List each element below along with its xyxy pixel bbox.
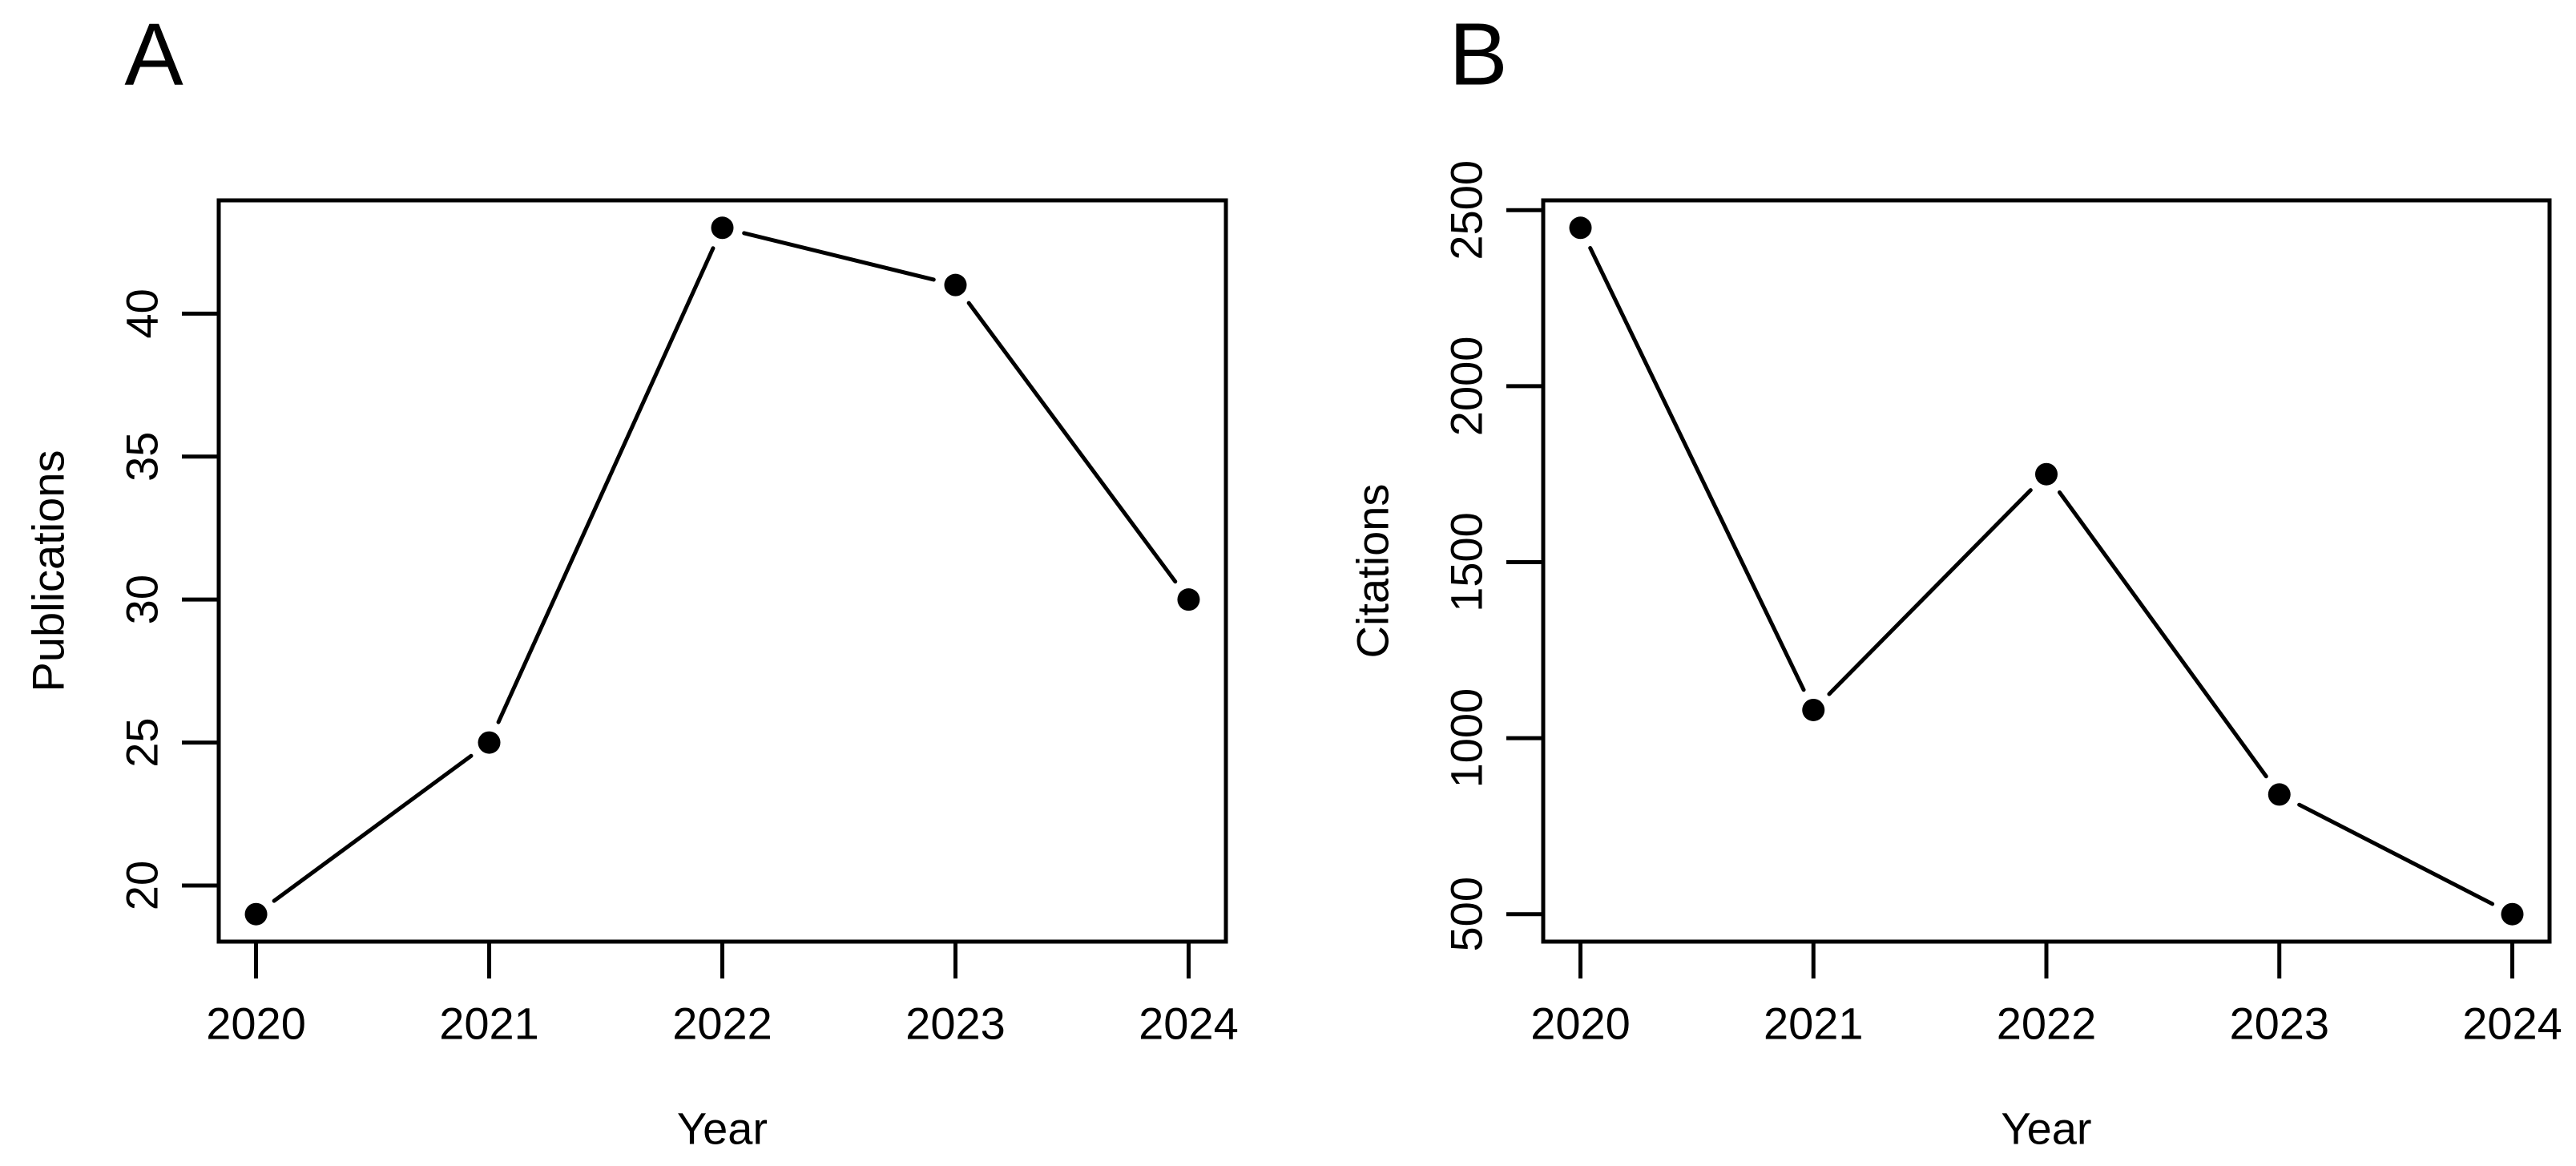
data-point xyxy=(1569,216,1592,240)
y-tick-label: 500 xyxy=(1441,877,1492,951)
x-tick-label: 2022 xyxy=(1997,999,2097,1049)
data-line-segment xyxy=(496,246,716,724)
x-tick-label: 2021 xyxy=(439,999,539,1049)
y-tick-label: 20 xyxy=(117,861,167,910)
data-line-segment xyxy=(742,231,936,282)
panel-b: B 500 1000 1500 2000 2500 2020 2021 2022 2023 2024… xyxy=(1348,6,2562,1154)
data-line-segment xyxy=(2057,490,2268,779)
data-point xyxy=(244,902,268,926)
data-point xyxy=(944,273,967,297)
data-point xyxy=(478,731,501,754)
data-line-segment xyxy=(1588,245,1806,692)
data-line-segment xyxy=(966,301,1178,584)
x-tick-label: 2021 xyxy=(1764,999,1864,1049)
y-tick-label: 30 xyxy=(117,575,167,624)
y-tick-label: 2000 xyxy=(1441,337,1492,437)
y-axis-title: Publications xyxy=(23,450,74,692)
x-tick-label: 2024 xyxy=(1139,999,1239,1049)
data-point xyxy=(2268,783,2291,806)
data-line-segment xyxy=(272,753,474,903)
data-point xyxy=(1802,698,1825,721)
y-tick-label: 1500 xyxy=(1441,512,1492,612)
panel-label: A xyxy=(124,6,183,104)
y-tick-label: 25 xyxy=(117,717,167,767)
y-tick-label: 2500 xyxy=(1441,160,1492,260)
y-tick-label: 1000 xyxy=(1441,688,1492,789)
x-tick-label: 2023 xyxy=(2229,999,2329,1049)
y-axis-title: Citations xyxy=(1348,484,1398,659)
data-line-segment xyxy=(2297,802,2495,906)
x-axis-title: Year xyxy=(2001,1103,2091,1154)
data-line-segment xyxy=(1827,488,2033,696)
y-tick-label: 35 xyxy=(117,432,167,482)
y-tick-label: 40 xyxy=(117,288,167,338)
panel-label: B xyxy=(1449,6,1507,104)
data-point xyxy=(711,216,734,240)
data-point xyxy=(1177,588,1200,611)
x-tick-label: 2024 xyxy=(2462,999,2562,1049)
plot-box xyxy=(1541,198,2552,944)
x-tick-label: 2020 xyxy=(1530,999,1631,1049)
x-tick-label: 2020 xyxy=(206,999,306,1049)
x-tick-label: 2023 xyxy=(905,999,1006,1049)
data-point xyxy=(2501,902,2524,926)
panel-a: A 20 25 30 35 40 2020 2021 2022 2023 2024 Year Publi… xyxy=(23,6,1239,1154)
x-axis-title: Year xyxy=(677,1103,768,1154)
x-tick-label: 2022 xyxy=(672,999,772,1049)
data-point xyxy=(2035,462,2058,486)
